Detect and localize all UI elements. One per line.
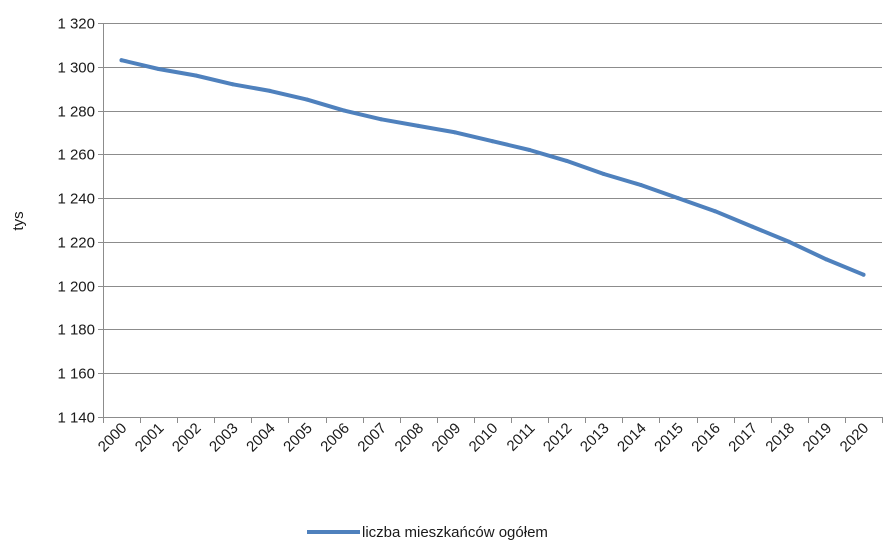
x-tick-label: 2010 (466, 420, 502, 456)
series-layer (119, 58, 866, 277)
x-tick-label: 2012 (540, 420, 576, 456)
y-axis-title: tys (10, 211, 27, 230)
x-tick-label: 2004 (243, 420, 279, 456)
y-tick-label: 1 160 (57, 366, 95, 383)
x-tick-label: 2011 (504, 420, 539, 455)
data-point (750, 224, 755, 229)
data-point (156, 66, 161, 71)
x-tick-label: 2018 (762, 420, 798, 456)
y-tick-label: 1 180 (57, 322, 95, 339)
data-point (861, 272, 866, 277)
data-point (601, 172, 606, 177)
data-point (713, 209, 718, 214)
axes: 1 140 1 160 1 180 1 200 1 220 1 240 1 260 1 280… (57, 16, 883, 456)
x-tick-label: 2015 (651, 420, 687, 456)
data-point (638, 182, 643, 187)
x-tick-label: 2017 (725, 420, 761, 456)
x-tick-label: 2006 (317, 420, 353, 456)
x-tick-label: 2000 (95, 420, 131, 456)
x-tick-label: 2019 (800, 420, 836, 456)
data-point (267, 88, 272, 93)
x-tick-label: 2013 (577, 420, 613, 456)
x-tick-label: 2002 (169, 420, 205, 456)
x-tick-label: 2009 (429, 420, 465, 456)
data-point (119, 58, 124, 63)
data-point (787, 239, 792, 244)
x-tick-label: 2020 (837, 420, 873, 456)
data-point (416, 123, 421, 128)
y-tick-label: 1 260 (57, 147, 95, 164)
x-tick-label: 2001 (132, 420, 168, 456)
data-point (342, 108, 347, 113)
grid (103, 23, 882, 374)
x-tick-label: 2007 (354, 420, 390, 456)
data-point (230, 82, 235, 87)
y-tick-label: 1 300 (57, 60, 95, 77)
data-point (675, 196, 680, 201)
y-tick-label: 1 220 (57, 235, 95, 252)
y-tick-label: 1 320 (57, 16, 95, 33)
y-tick-label: 1 200 (57, 279, 95, 296)
y-tick-label: 1 240 (57, 191, 95, 208)
x-tick-label: 2008 (392, 420, 428, 456)
data-point (564, 158, 569, 163)
data-point (527, 147, 532, 152)
data-point (305, 97, 310, 102)
data-point (193, 73, 198, 78)
x-tick-label: 2014 (614, 420, 650, 456)
x-tick-label: 2005 (280, 420, 316, 456)
y-tick-label: 1 140 (57, 410, 95, 427)
data-point (824, 257, 829, 262)
x-tick-label: 2016 (688, 420, 724, 456)
data-point (453, 130, 458, 135)
legend-label: liczba mieszkańców ogółem (362, 524, 548, 541)
data-point (379, 117, 384, 122)
x-tick-label: 2003 (206, 420, 242, 456)
y-tick-label: 1 280 (57, 104, 95, 121)
data-point (490, 139, 495, 144)
legend: liczba mieszkańców ogółem (307, 524, 548, 541)
